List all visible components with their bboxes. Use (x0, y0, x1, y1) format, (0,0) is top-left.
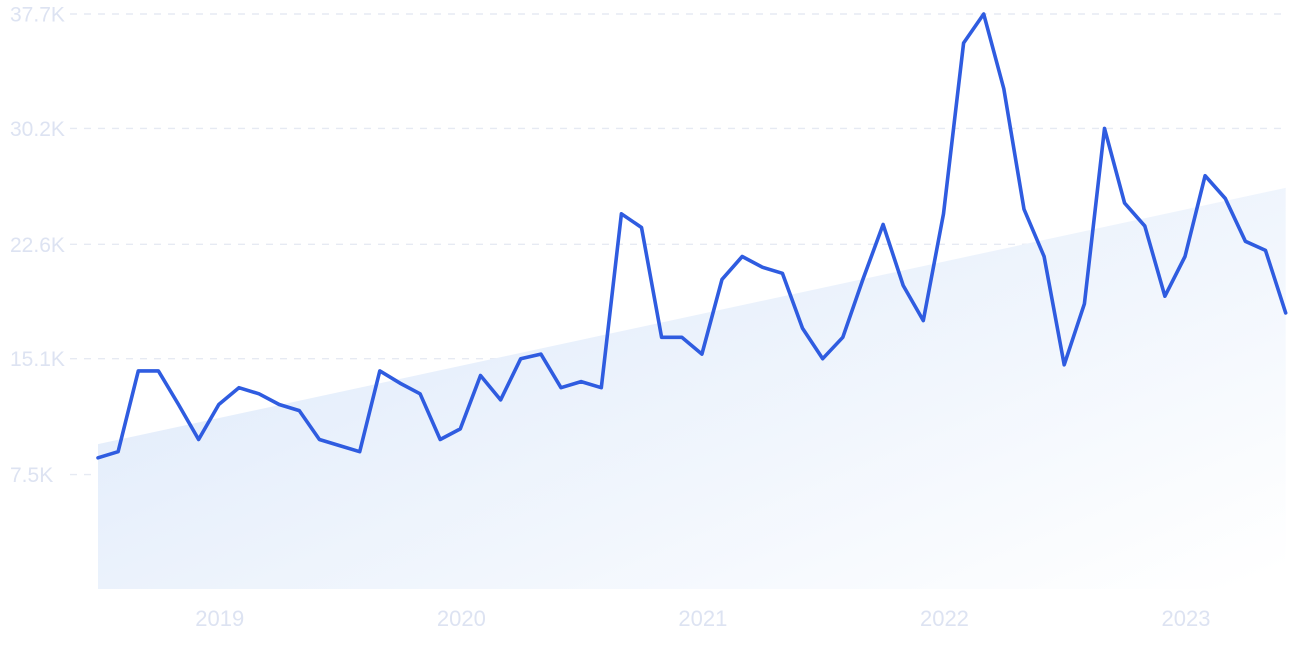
series-line-layer (96, 12, 1288, 460)
y-axis: 7.5K 15.1K 22.6K 30.2K 37.7K (10, 4, 65, 488)
x-tick-label: 2020 (437, 606, 486, 631)
trend-area (98, 187, 1286, 589)
x-tick-label: 2022 (920, 606, 969, 631)
series-line (96, 12, 1288, 460)
x-tick-label: 2023 (1162, 606, 1211, 631)
y-tick-label: 7.5K (10, 464, 53, 487)
x-tick-label: 2019 (195, 606, 244, 631)
x-tick-label: 2021 (678, 606, 727, 631)
trend-area-layer (98, 187, 1286, 589)
y-tick-label: 37.7K (10, 4, 65, 27)
x-axis: 2019 2020 2021 2022 2023 (195, 606, 1210, 631)
y-tick-label: 15.1K (10, 348, 65, 371)
y-tick-label: 30.2K (10, 118, 65, 141)
y-tick-label: 22.6K (10, 234, 65, 257)
